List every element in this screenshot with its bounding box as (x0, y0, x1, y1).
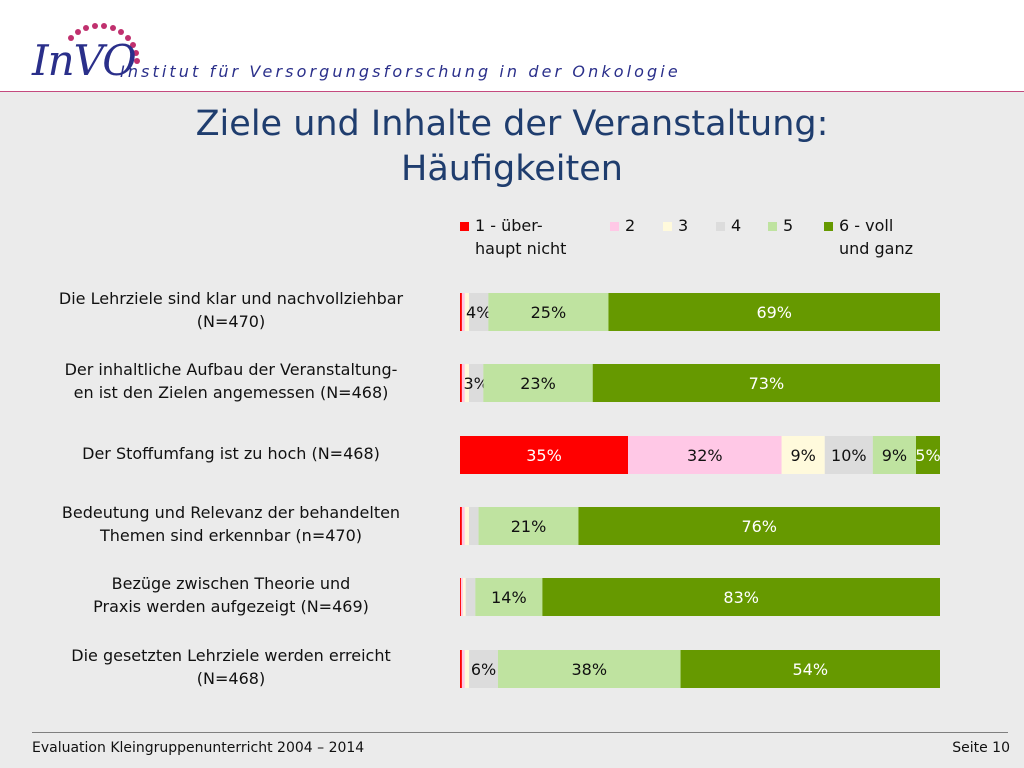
bar-segment-row5-cat6 (542, 578, 940, 616)
page-title: Ziele und Inhalte der Veranstaltung: Häu… (0, 102, 1024, 192)
legend-swatch-5 (768, 222, 777, 231)
data-label-row3-cat5: 9% (882, 446, 907, 465)
bar-segment-row5-cat3 (462, 578, 466, 616)
data-label-row6-cat6: 54% (792, 660, 828, 679)
legend-swatch-4 (716, 222, 725, 231)
data-label-row5-cat6: 83% (723, 588, 759, 607)
header-divider (0, 91, 1024, 92)
bar-segment-row4-cat2 (461, 507, 465, 545)
title-line-1: Ziele und Inhalte der Veranstaltung: (195, 104, 829, 144)
bar-segment-row1-cat6 (608, 293, 940, 331)
row-label-2-line-1: Der inhaltliche Aufbau der Veranstaltung… (64, 360, 398, 379)
institute-name: Institut für Versorgungsforschung in der… (120, 62, 681, 81)
row-label-5-line-1: Bezüge zwischen Theorie und (111, 574, 351, 593)
row-label-1-line-2: (N=470) (196, 312, 266, 331)
bar-segment-row2-cat4 (469, 364, 484, 402)
legend-swatch-6 (824, 222, 833, 231)
data-label-row1-cat5: 25% (531, 303, 567, 322)
data-label-row4-cat5: 21% (511, 517, 547, 536)
legend-swatch-3 (663, 222, 672, 231)
bar-segment-row2-cat5 (483, 364, 593, 402)
row-label-6-line-2: (N=468) (196, 669, 266, 688)
footer-divider (32, 732, 1008, 733)
logo-dots-icon (68, 23, 140, 64)
data-label-row6-cat5: 38% (571, 660, 607, 679)
bar-segment-row2-cat3 (464, 364, 470, 402)
bar-segment-row5-cat5 (475, 578, 543, 616)
footer-left-text: Evaluation Kleingruppenunterricht 2004 –… (32, 740, 365, 756)
bar-segment-row4-cat1 (460, 507, 462, 545)
row-label-3: Der Stoffumfang ist zu hoch (N=468) (82, 443, 380, 463)
data-label-row1-cat6: 69% (756, 303, 792, 322)
data-label-row2-cat6: 73% (749, 374, 785, 393)
row-label-4-line-2: Themen sind erkennbar (n=470) (99, 526, 362, 545)
data-label-row3-cat4: 10% (831, 446, 867, 465)
bar-segment-row5-cat2 (460, 578, 463, 616)
bar-segment-row5-cat4 (465, 578, 476, 616)
legend-swatch-1 (460, 222, 469, 231)
bar-segment-row6-cat5 (497, 650, 681, 688)
bar-segment-row2-cat1 (460, 364, 462, 402)
page-number: Seite 10 (952, 740, 1010, 756)
legend-label-2: 2 (625, 216, 636, 235)
chart-legend: 1 - über-haupt nicht 2 3 4 5 6 - voll und ganz (0, 0, 1024, 258)
bar-segment-row1-cat4 (469, 293, 489, 331)
data-label-row3-cat3: 9% (791, 446, 816, 465)
data-label-row4-cat6: 76% (741, 517, 777, 536)
row-label-4-line-1: Bedeutung und Relevanz der behandelten (61, 503, 401, 522)
bar-segment-row3-cat5 (872, 436, 916, 474)
row-label-2-line-2: en ist den Zielen angemessen (N=468) (73, 383, 389, 402)
legend-label-6-line-2: und ganz (839, 239, 914, 258)
bar-segment-row4-cat3 (464, 507, 470, 545)
bar-segment-row2-cat2 (461, 364, 465, 402)
header: InVO Institut für Versorgungsforschung i… (0, 0, 1024, 92)
bar-segment-row1-cat5 (488, 293, 609, 331)
bar-segment-row4-cat6 (578, 507, 940, 545)
data-label-row2-cat4: 3% (463, 374, 488, 393)
bar-segment-row3-cat2 (628, 436, 782, 474)
bar-segment-row5-cat1 (460, 578, 461, 616)
bar-segment-row4-cat5 (478, 507, 579, 545)
legend-label-3: 3 (678, 216, 689, 235)
bar-segment-row2-cat6 (592, 364, 940, 402)
bar-segment-row6-cat3 (464, 650, 470, 688)
row-label-1-line-1: Die Lehrziele sind klar und nachvollzieh… (58, 289, 404, 308)
bar-segment-row6-cat1 (460, 650, 462, 688)
data-label-row3-cat1: 35% (526, 446, 562, 465)
bar-segment-row3-cat6 (916, 436, 940, 474)
legend-swatch-2 (610, 222, 619, 231)
data-label-row5-cat5: 14% (491, 588, 527, 607)
bar-segment-row6-cat4 (469, 650, 498, 688)
data-label-row6-cat4: 6% (471, 660, 496, 679)
legend-label-1-line-2: haupt nicht (475, 239, 567, 258)
bar-segment-row1-cat1 (460, 293, 462, 331)
legend-label-5: 5 (783, 216, 794, 235)
bar-segment-row3-cat1 (460, 436, 628, 474)
data-label-row3-cat6: 5% (915, 446, 940, 465)
legend-label-6: 6 - voll (839, 216, 894, 235)
row-label-5-line-2: Praxis werden aufgezeigt (N=469) (93, 597, 369, 616)
data-label-row1-cat4: 4% (466, 303, 491, 322)
legend-label-4: 4 (731, 216, 742, 235)
bar-segment-row1-cat2 (461, 293, 465, 331)
bar-segment-row3-cat3 (781, 436, 825, 474)
bar-segment-row1-cat3 (464, 293, 470, 331)
data-label-row2-cat5: 23% (520, 374, 556, 393)
legend-label-1: 1 - über- (475, 216, 543, 235)
data-label-row3-cat2: 32% (687, 446, 723, 465)
row-label-6-line-1: Die gesetzten Lehrziele werden erreicht (71, 646, 391, 665)
bar-segment-row6-cat2 (461, 650, 465, 688)
bar-segment-row6-cat6 (680, 650, 940, 688)
logo: InVO (32, 36, 137, 85)
title-line-2: Häufigkeiten (401, 149, 623, 189)
bar-segment-row3-cat4 (824, 436, 873, 474)
bar-segment-row4-cat4 (469, 507, 479, 545)
